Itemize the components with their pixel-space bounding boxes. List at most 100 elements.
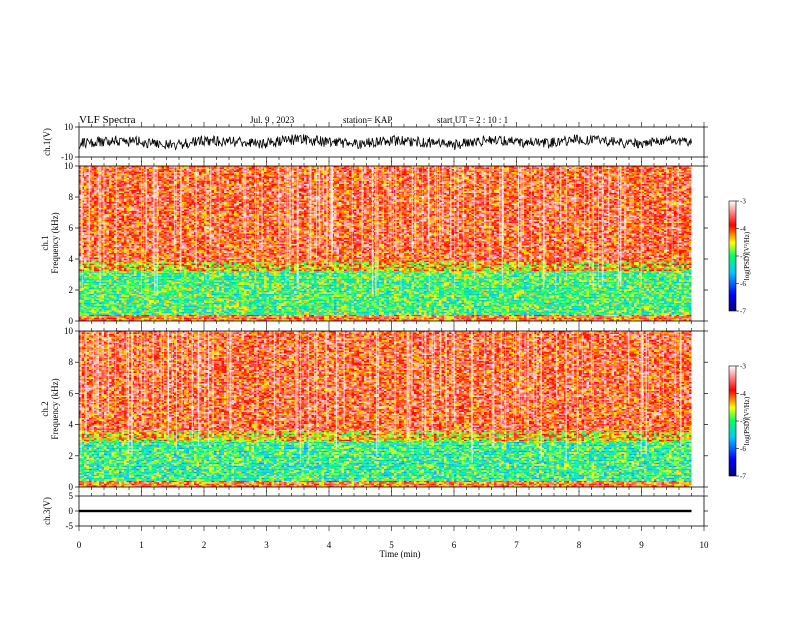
spectrogram-cell: [257, 276, 260, 278]
spectrogram-cell: [594, 319, 597, 321]
spectrogram-cell: [247, 319, 250, 321]
spectrogram-cell: [554, 319, 557, 321]
spectrogram-cell: [447, 276, 450, 278]
spectrogram-cell: [679, 316, 682, 318]
spectrogram-cell: [312, 276, 315, 278]
spectrogram-cell: [189, 273, 192, 275]
spectrogram-cell: [677, 273, 680, 275]
spectrogram-cell: [534, 271, 537, 273]
spectrogram-cell: [107, 277, 110, 279]
spectrogram-cell: [402, 273, 405, 275]
spectrogram-cell: [539, 276, 542, 278]
spectrogram-cell: [612, 276, 615, 278]
spectrogram-cell: [609, 274, 612, 276]
spectrogram-cell: [462, 318, 465, 320]
spectrogram-cell: [404, 273, 407, 275]
spectrogram-cell: [152, 315, 155, 317]
spectrogram-cell: [402, 271, 405, 273]
spectrogram-cell: [592, 315, 595, 317]
spectrogram-cell: [317, 319, 320, 321]
spectrogram-cell: [269, 274, 272, 276]
spectrogram-cell: [372, 315, 375, 317]
spectrogram-cell: [622, 276, 625, 278]
spectrogram-cell: [634, 277, 637, 279]
spectrogram-cell: [174, 316, 177, 318]
spectrogram-cell: [147, 315, 150, 317]
spectrogram-cell: [687, 319, 690, 321]
spectrogram-cell: [482, 318, 485, 320]
spectrogram-cell: [567, 316, 570, 318]
spectrogram-cell: [212, 318, 215, 320]
spectrogram-cell: [659, 316, 662, 318]
spectrogram-cell: [607, 276, 610, 278]
spectrogram-cell: [147, 276, 150, 278]
spectrogram-cell: [479, 273, 482, 275]
spectrogram-cell: [139, 315, 142, 317]
spectrogram-cell: [407, 276, 410, 278]
spectrogram-cell: [227, 319, 230, 321]
spectrogram-cell: [252, 315, 255, 317]
spectrogram-cell: [427, 315, 430, 317]
spectrogram-cell: [169, 315, 172, 317]
spectrogram-cell: [309, 315, 312, 317]
spectrogram-cell: [229, 276, 232, 278]
spectrogram-cell: [492, 318, 495, 320]
spectrogram-cell: [152, 319, 155, 321]
spectrogram-cell: [434, 319, 437, 321]
spectrogram-cell: [319, 271, 322, 273]
spectrogram-cell: [124, 316, 127, 318]
spectrogram-cell: [344, 315, 347, 317]
spectrogram-cell: [117, 316, 120, 318]
spectrogram-cell: [269, 316, 272, 318]
spectrogram-cell: [217, 319, 220, 321]
spectrogram-cell: [227, 276, 230, 278]
spectrogram-cell: [387, 274, 390, 276]
spectrogram-cell: [144, 315, 147, 317]
spectrogram-cell: [564, 316, 567, 318]
spectrogram-cell: [172, 277, 175, 279]
spectrogram-cell: [287, 319, 290, 321]
spectrogram-cell: [479, 318, 482, 320]
spectrogram-cell: [514, 316, 517, 318]
spectrogram-cell: [254, 316, 257, 318]
spectrogram-cell: [209, 315, 212, 317]
spectrogram-cell: [354, 319, 357, 321]
spectrogram-cell: [119, 273, 122, 275]
spectrogram-cell: [479, 276, 482, 278]
spectrogram-cell: [644, 271, 647, 273]
spectrogram-cell: [247, 274, 250, 276]
spectrogram-cell: [642, 277, 645, 279]
spectrogram-cell: [612, 316, 615, 318]
spectrogram-cell: [474, 319, 477, 321]
spectrogram-cell: [627, 274, 630, 276]
spectrogram-cell: [302, 319, 305, 321]
spectrogram-cell: [137, 274, 140, 276]
spectrogram-cell: [347, 277, 350, 279]
spectrogram-cell: [622, 318, 625, 320]
spectrogram-cell: [292, 319, 295, 321]
spectrogram-cell: [299, 277, 302, 279]
spectrogram-cell: [314, 274, 317, 276]
spectrogram-cell: [87, 274, 90, 276]
spectrogram-cell: [457, 318, 460, 320]
spectrogram-cell: [252, 271, 255, 273]
spectrogram-cell: [242, 316, 245, 318]
spectrogram-cell: [184, 276, 187, 278]
spectrogram-cell: [104, 279, 107, 281]
spectrogram-cell: [297, 319, 300, 321]
spectrogram-cell: [154, 316, 157, 318]
spectrogram-cell: [364, 315, 367, 317]
spectrogram-cell: [119, 277, 122, 279]
spectrogram-cell: [139, 316, 142, 318]
spectrogram-cell: [604, 315, 607, 317]
spectrogram-cell: [394, 276, 397, 278]
spectrogram-cell: [387, 276, 390, 278]
spectrogram-cell: [349, 273, 352, 275]
spectrogram-cell: [172, 274, 175, 276]
spectrogram-cell: [327, 318, 330, 320]
spectrogram-cell: [357, 274, 360, 276]
spectrogram-cell: [544, 319, 547, 321]
spectrogram-cell: [182, 273, 185, 275]
spectrogram-cell: [664, 319, 667, 321]
spectrogram-cell: [134, 271, 137, 273]
